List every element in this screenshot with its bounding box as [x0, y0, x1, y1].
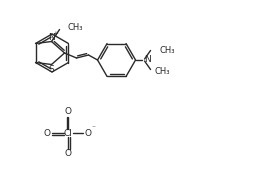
Text: S: S — [48, 65, 54, 74]
Text: O: O — [44, 129, 51, 138]
Text: CH₃: CH₃ — [160, 46, 175, 55]
Text: Cl: Cl — [64, 129, 72, 138]
Text: N: N — [48, 33, 54, 41]
Text: CH₃: CH₃ — [154, 67, 170, 76]
Text: O: O — [64, 150, 72, 159]
Text: N: N — [144, 54, 151, 64]
Text: O: O — [85, 129, 91, 138]
Text: +: + — [52, 31, 58, 37]
Text: O: O — [64, 108, 72, 117]
Text: ⁻: ⁻ — [91, 123, 95, 132]
Text: CH₃: CH₃ — [67, 23, 83, 32]
